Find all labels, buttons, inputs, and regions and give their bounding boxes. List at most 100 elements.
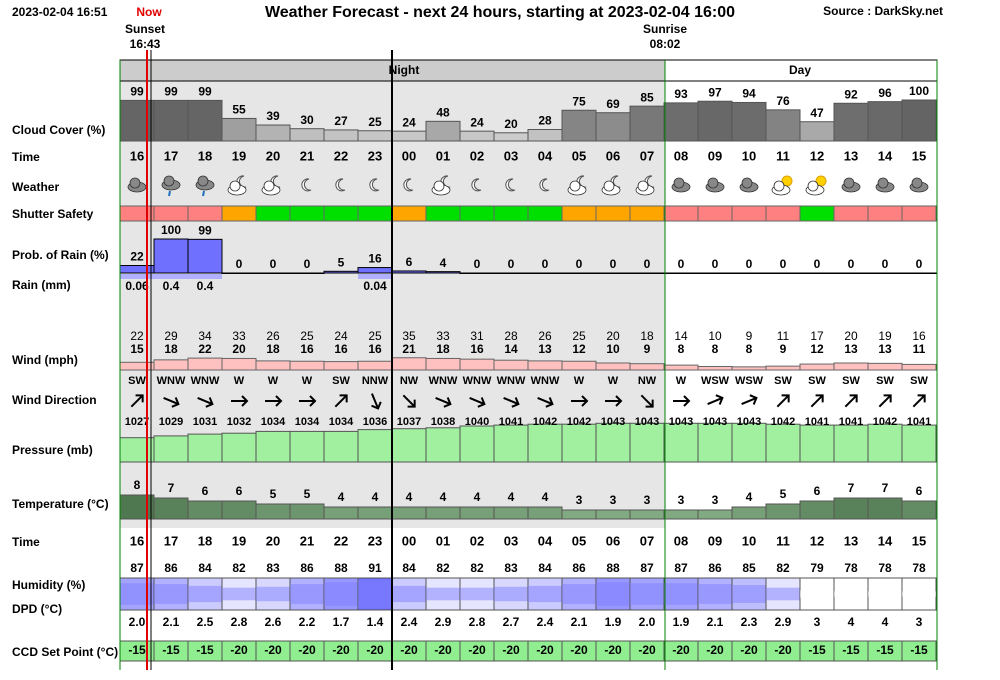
wind-gust: 14	[674, 329, 688, 343]
rain-prob-bar	[901, 272, 937, 274]
humidity-value: 86	[708, 561, 722, 575]
cloud-value: 24	[402, 115, 416, 129]
cloud-bar	[799, 121, 835, 142]
wind-gust: 33	[436, 329, 450, 343]
arrow-head	[781, 394, 790, 403]
humidity-value: 88	[606, 561, 620, 575]
ccd-cell	[901, 640, 937, 662]
weather-icon	[635, 175, 655, 196]
dpd-value: 1.9	[605, 615, 622, 629]
temperature-bar	[459, 506, 495, 520]
rain-prob-bar	[255, 272, 291, 274]
weather-icon	[567, 175, 587, 196]
temperature-bar	[527, 506, 563, 520]
temperature-bar	[561, 509, 597, 520]
dpd-value: 2.1	[707, 615, 724, 629]
ccd-value: -20	[638, 643, 656, 657]
pressure-value: 1043	[601, 416, 625, 428]
dpd-value: 2.8	[231, 615, 248, 629]
pressure-bar	[119, 437, 155, 463]
wind-bar	[629, 363, 665, 371]
hour: 13	[844, 148, 858, 163]
wind-gust: 26	[266, 329, 280, 343]
wind-speed: 18	[164, 342, 178, 356]
pressure-value: 1042	[771, 416, 795, 428]
moon	[539, 178, 550, 192]
datetime: 2023-02-04 16:51	[12, 5, 108, 19]
wind-arrow	[130, 394, 144, 408]
temperature-bar	[765, 503, 801, 520]
cloud-value: 47	[810, 106, 824, 120]
wind-bar	[527, 360, 563, 371]
hour: 07	[640, 148, 654, 163]
wind-direction: SW	[910, 375, 928, 387]
rain-prob-value: 0	[474, 257, 481, 271]
cloud-value: 20	[504, 117, 518, 131]
wind-gust: 19	[878, 329, 892, 343]
humidity-band	[766, 587, 800, 601]
hour: 03	[504, 148, 518, 163]
dpd-value: 1.9	[673, 615, 690, 629]
pressure-bar	[459, 425, 495, 463]
cloud	[569, 180, 581, 192]
pressure-bar	[765, 423, 801, 463]
rain-prob-bar	[357, 267, 393, 274]
wind-arrow	[503, 397, 520, 408]
row-label: Pressure (mb)	[12, 443, 93, 457]
weather-icon	[739, 177, 759, 193]
rain-prob-value: 5	[338, 255, 345, 269]
rain-prob-bar	[153, 238, 189, 274]
row-label: CCD Set Point (°C)	[12, 645, 118, 659]
temperature-bar	[697, 509, 733, 520]
shutter-cell	[901, 205, 937, 222]
pressure-bar	[663, 422, 699, 463]
arrow-head	[683, 395, 691, 407]
wind-bar	[153, 359, 189, 371]
wind-direction: W	[574, 375, 585, 387]
rain-prob-value: 0	[814, 257, 821, 271]
arrow-shaft	[130, 395, 143, 408]
arrow-head	[171, 397, 180, 408]
wind-speed: 11	[913, 342, 926, 356]
wind-bar	[561, 360, 597, 371]
weather-icon	[335, 178, 346, 192]
arrow-head	[309, 395, 317, 407]
cloud	[433, 180, 445, 192]
humidity-value: 83	[504, 561, 518, 575]
temperature-bar	[289, 503, 325, 520]
wind-direction: WSW	[735, 375, 764, 387]
now-label: Now	[136, 5, 162, 19]
ccd-value: -15	[162, 643, 180, 657]
wind-gust: 22	[130, 329, 144, 343]
cloud-value: 69	[606, 97, 620, 111]
hour: 04	[538, 148, 553, 163]
temperature-value: 3	[576, 493, 583, 507]
wind-bar	[289, 360, 325, 371]
rain-prob-bar	[629, 272, 665, 274]
ccd-value: -20	[400, 643, 418, 657]
temperature-value: 3	[678, 493, 685, 507]
shutter-cell	[629, 205, 665, 222]
temperature-value: 3	[610, 493, 617, 507]
humidity-band	[528, 585, 562, 603]
cloud	[263, 180, 275, 192]
cloud-bar	[867, 101, 903, 142]
temperature-bar	[357, 506, 393, 520]
weather-icon	[875, 177, 895, 193]
rain-prob-bar	[425, 271, 461, 274]
wind-speed: 21	[402, 342, 416, 356]
hour: 20	[266, 533, 280, 548]
wind-bar	[459, 358, 495, 371]
cloud	[911, 177, 923, 189]
ccd-value: -20	[468, 643, 486, 657]
wind-direction: SW	[332, 375, 350, 387]
row-label: Cloud Cover (%)	[12, 123, 105, 137]
hour: 14	[878, 533, 893, 548]
hour: 09	[708, 533, 722, 548]
pressure-bar	[561, 423, 597, 463]
temperature-value: 4	[746, 490, 753, 504]
hour: 15	[912, 533, 926, 548]
wind-bar	[255, 360, 291, 371]
hour: 03	[504, 533, 518, 548]
